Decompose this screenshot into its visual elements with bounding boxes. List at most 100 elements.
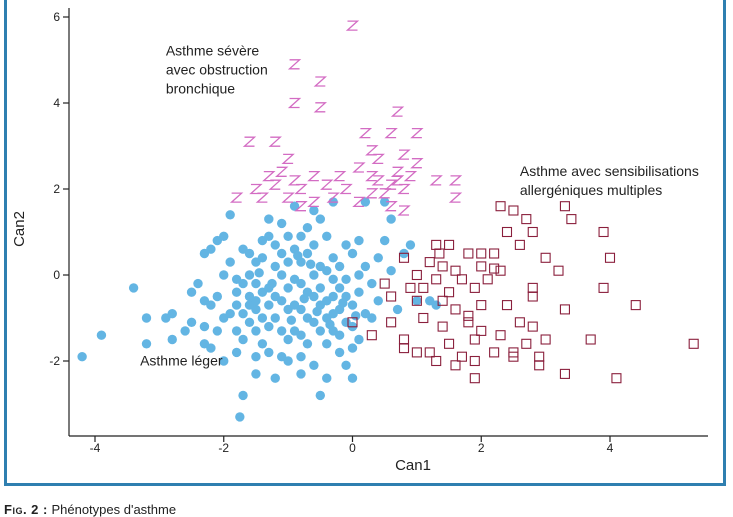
mild-asthma-point xyxy=(354,235,364,246)
severe-asthma-point xyxy=(294,183,308,195)
allergic-asthma-point xyxy=(611,373,622,384)
mild-asthma-point xyxy=(231,287,242,297)
y-tick-label: 4 xyxy=(53,96,60,110)
mild-asthma-point xyxy=(267,278,277,289)
mild-asthma-point xyxy=(351,311,361,321)
allergic-asthma-point xyxy=(521,214,532,225)
mild-asthma-point xyxy=(270,313,280,323)
allergic-asthma-point xyxy=(476,248,487,259)
mild-asthma-point xyxy=(293,250,303,261)
y-tick-label: -2 xyxy=(49,354,60,368)
allergic-asthma-point xyxy=(386,291,397,302)
mild-asthma-point xyxy=(338,298,348,308)
mild-asthma-point xyxy=(219,270,229,280)
mild-asthma-point xyxy=(206,300,216,310)
mild-asthma-point xyxy=(328,274,338,284)
severe-asthma-point xyxy=(281,153,295,165)
allergic-asthma-point xyxy=(418,312,429,324)
annotation-mild-asthma: Asthme léger xyxy=(140,352,223,368)
allergic-asthma-point xyxy=(444,338,455,349)
y-axis-label: Can2 xyxy=(11,211,28,247)
allergic-asthma-point xyxy=(437,261,448,272)
severe-asthma-point xyxy=(287,97,302,109)
allergic-asthma-point xyxy=(559,368,570,379)
severe-asthma-point xyxy=(294,201,308,212)
mild-asthma-point xyxy=(379,197,390,207)
allergic-asthma-point xyxy=(514,239,525,250)
x-tick-label: 2 xyxy=(478,441,485,455)
allergic-asthma-point xyxy=(437,321,448,332)
allergic-asthma-point xyxy=(559,304,570,315)
mild-asthma-point xyxy=(322,266,332,276)
allergic-asthma-point xyxy=(450,360,461,371)
severe-asthma-point xyxy=(390,166,405,177)
allergic-asthma-point xyxy=(688,338,699,349)
allergic-asthma-point xyxy=(527,282,538,293)
x-tick-label: -2 xyxy=(218,441,229,455)
severe-asthma-point xyxy=(229,192,244,203)
mild-asthma-point xyxy=(96,330,107,340)
allergic-asthma-point xyxy=(437,295,448,306)
mild-asthma-point xyxy=(231,326,242,336)
severe-asthma-point xyxy=(307,196,321,208)
allergic-asthma-point xyxy=(386,317,397,328)
severe-asthma-point xyxy=(377,188,392,199)
severe-asthma-point xyxy=(410,127,424,139)
mild-asthma-point xyxy=(238,278,248,289)
mild-asthma-point xyxy=(251,369,261,379)
allergic-asthma-point xyxy=(489,248,500,259)
allergic-asthma-point xyxy=(434,248,445,259)
mild-asthma-point xyxy=(270,373,280,383)
x-tick-label: 0 xyxy=(349,441,356,455)
allergic-asthma-point xyxy=(411,295,422,306)
mild-asthma-point xyxy=(309,270,319,280)
severe-asthma-point xyxy=(313,76,328,87)
allergic-asthma-point xyxy=(476,261,487,272)
severe-asthma-point xyxy=(384,127,398,139)
mild-asthma-point xyxy=(315,283,326,293)
severe-asthma-point xyxy=(352,196,366,208)
mild-asthma-point xyxy=(296,369,306,379)
allergic-asthma-point xyxy=(476,300,487,311)
allergic-asthma-point xyxy=(501,226,513,238)
mild-asthma-point xyxy=(299,293,309,304)
allergic-asthma-point xyxy=(347,317,358,328)
mild-asthma-point xyxy=(315,390,326,401)
severe-asthma-point xyxy=(384,179,398,190)
mild-asthma-point xyxy=(283,356,293,366)
allergic-asthma-point xyxy=(450,304,461,315)
mild-asthma-point xyxy=(312,306,322,317)
allergic-asthma-point xyxy=(540,334,551,345)
severe-asthma-point xyxy=(287,175,302,186)
x-tick-label: -4 xyxy=(90,441,101,455)
allergic-asthma-point xyxy=(540,252,551,263)
y-tick-label: 6 xyxy=(53,10,60,24)
mild-asthma-point xyxy=(283,283,293,293)
severe-asthma-point xyxy=(384,201,398,212)
severe-asthma-point xyxy=(242,136,257,147)
mild-asthma-point xyxy=(238,390,248,401)
mild-asthma-point xyxy=(167,334,177,345)
mild-asthma-point xyxy=(199,321,210,332)
allergic-asthma-point xyxy=(514,317,525,328)
mild-asthma-point xyxy=(251,278,261,289)
mild-asthma-point xyxy=(235,412,245,422)
allergic-asthma-point xyxy=(424,257,435,268)
mild-asthma-point xyxy=(225,309,235,319)
mild-asthma-point xyxy=(296,330,306,340)
mild-asthma-point xyxy=(286,315,297,325)
mild-asthma-point xyxy=(141,339,152,349)
severe-asthma-point xyxy=(365,170,379,182)
caption-label: Fig. 2 : xyxy=(4,502,48,517)
allergic-asthma-point xyxy=(534,360,545,371)
mild-asthma-point xyxy=(276,296,287,306)
mild-asthma-point xyxy=(283,257,293,267)
allergic-asthma-point xyxy=(559,201,570,212)
mild-asthma-point xyxy=(386,214,396,224)
allergic-asthma-point xyxy=(508,351,519,362)
mild-asthma-point xyxy=(334,261,345,272)
mild-asthma-point xyxy=(289,201,300,211)
mild-asthma-point xyxy=(354,270,364,280)
allergic-asthma-point xyxy=(489,263,500,274)
mild-asthma-point xyxy=(264,321,274,332)
